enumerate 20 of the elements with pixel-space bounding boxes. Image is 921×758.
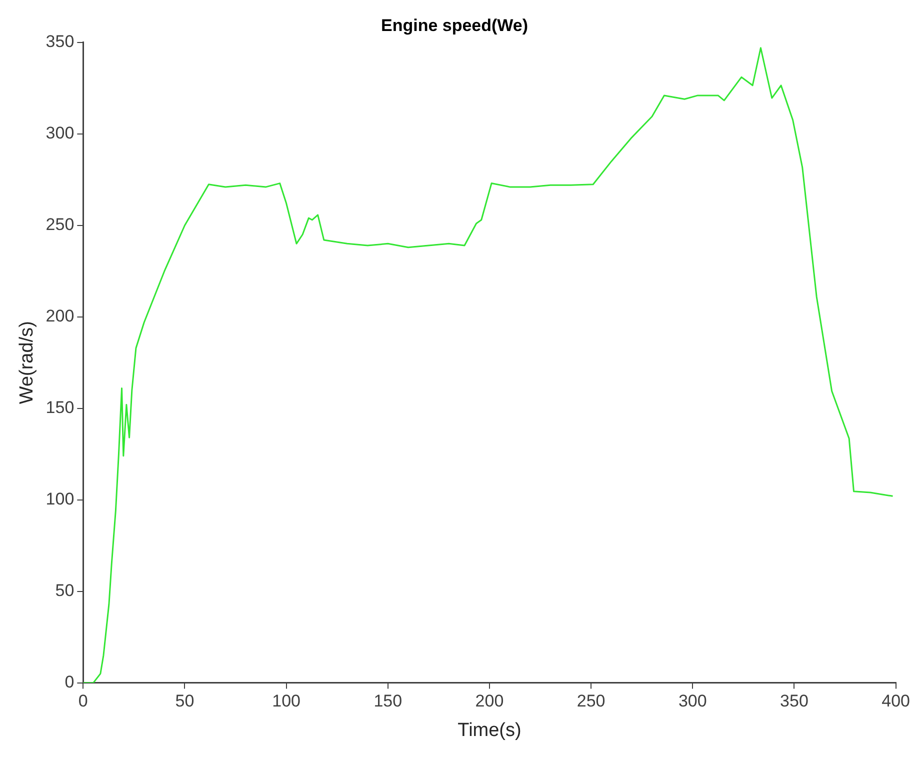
y-axis-title: We(rad/s) xyxy=(16,321,38,404)
y-tick-label: 50 xyxy=(55,581,74,600)
x-tick-label: 400 xyxy=(882,692,910,711)
x-tick-label: 0 xyxy=(78,692,88,711)
x-tick-label: 50 xyxy=(175,692,194,711)
x-axis-title: Time(s) xyxy=(458,720,522,741)
x-tick-label: 250 xyxy=(576,692,606,711)
x-tick-label: 150 xyxy=(374,692,402,711)
x-tick-label: 350 xyxy=(780,692,808,711)
y-tick-label: 350 xyxy=(46,32,74,52)
x-tick-label: 300 xyxy=(678,692,707,711)
y-tick-label: 150 xyxy=(46,398,74,418)
x-tick-label: 200 xyxy=(475,692,504,711)
y-tick-label: 200 xyxy=(46,306,74,326)
chart-title: Engine speed(We) xyxy=(380,16,528,35)
x-tick-label: 100 xyxy=(272,692,301,711)
y-tick-label: 0 xyxy=(64,672,74,692)
y-tick-label: 250 xyxy=(46,215,74,234)
y-tick-label: 300 xyxy=(46,124,74,143)
y-tick-label: 100 xyxy=(46,490,74,509)
